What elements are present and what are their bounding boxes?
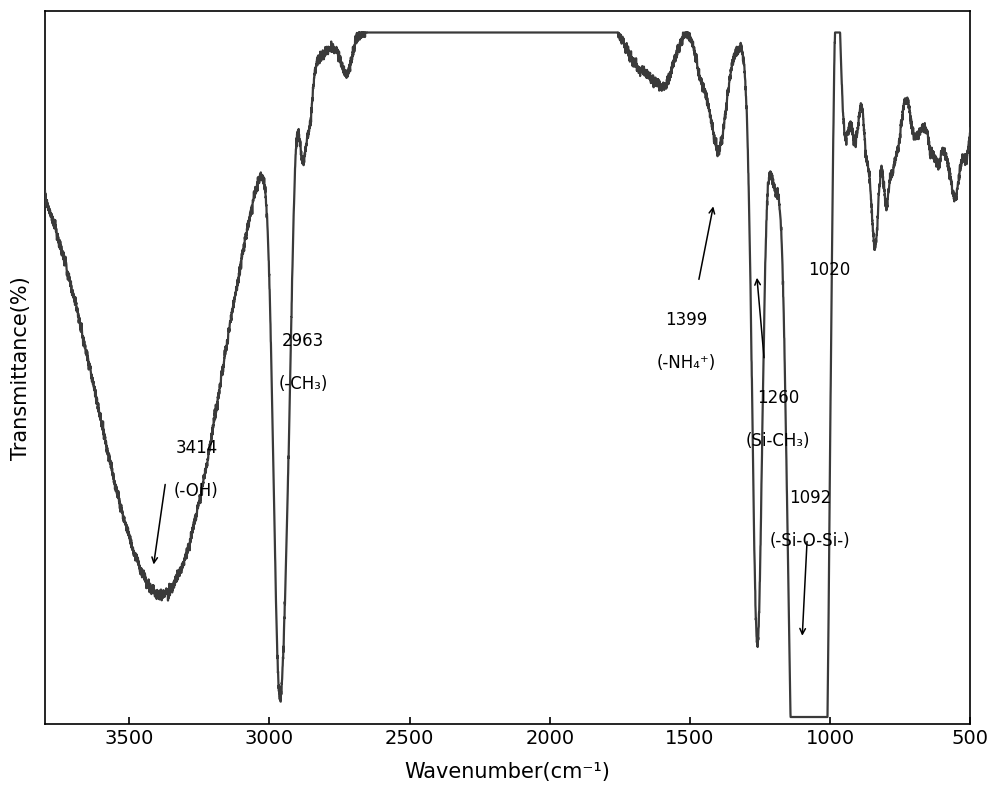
- Text: (-Si-O-Si-): (-Si-O-Si-): [770, 532, 850, 550]
- Text: (Si-CH₃): (Si-CH₃): [746, 432, 811, 450]
- Text: 1092: 1092: [789, 489, 831, 507]
- Text: (-CH₃): (-CH₃): [278, 375, 328, 393]
- X-axis label: Wavenumber(cm⁻¹): Wavenumber(cm⁻¹): [405, 762, 611, 782]
- Text: 2963: 2963: [282, 332, 324, 351]
- Text: (-OH): (-OH): [174, 482, 219, 500]
- Text: 1399: 1399: [665, 311, 707, 329]
- Y-axis label: Transmittance(%): Transmittance(%): [11, 276, 31, 459]
- Text: (-NH₄⁺): (-NH₄⁺): [656, 354, 715, 372]
- Text: 1260: 1260: [757, 389, 799, 408]
- Text: 3414: 3414: [175, 439, 218, 458]
- Text: 1020: 1020: [808, 261, 850, 279]
